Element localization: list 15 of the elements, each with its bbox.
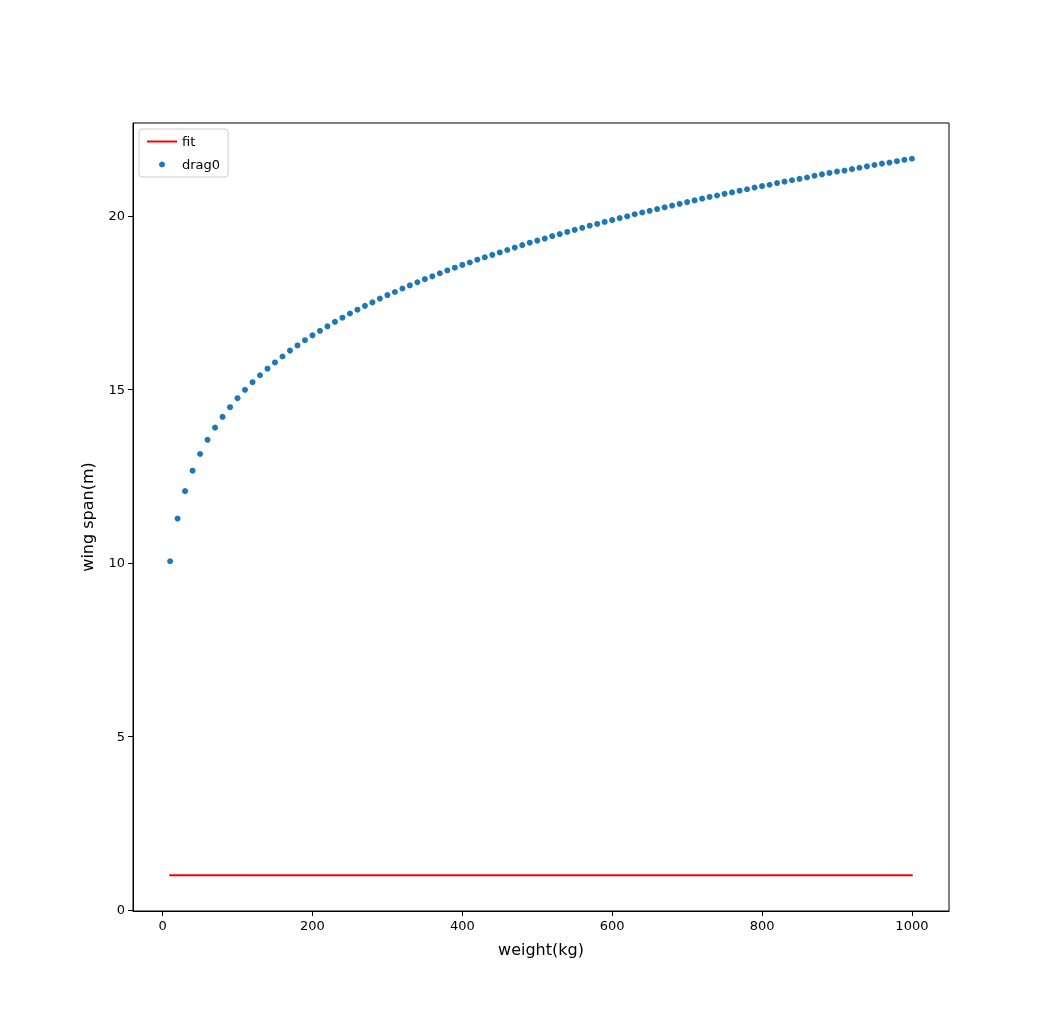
x-tick-label: 400 <box>449 918 475 933</box>
x-tick-label: 200 <box>300 918 325 933</box>
y-tick-label: 15 <box>108 381 125 397</box>
y-tick-label: 5 <box>116 728 125 744</box>
x-tick-label: 0 <box>158 918 167 933</box>
legend-label: drag0 <box>182 157 221 172</box>
x-tick-label: 800 <box>749 918 775 933</box>
y-axis-title: wing span(m) <box>77 462 97 572</box>
x-tick-label: 1000 <box>895 918 929 933</box>
x-tick-label: 600 <box>599 918 625 933</box>
y-tick-label: 20 <box>108 208 125 224</box>
legend-label: fit <box>182 134 196 149</box>
y-tick-label: 10 <box>108 555 125 571</box>
x-axis-title: weight(kg) <box>498 939 584 959</box>
y-tick-label: 0 <box>116 902 125 918</box>
